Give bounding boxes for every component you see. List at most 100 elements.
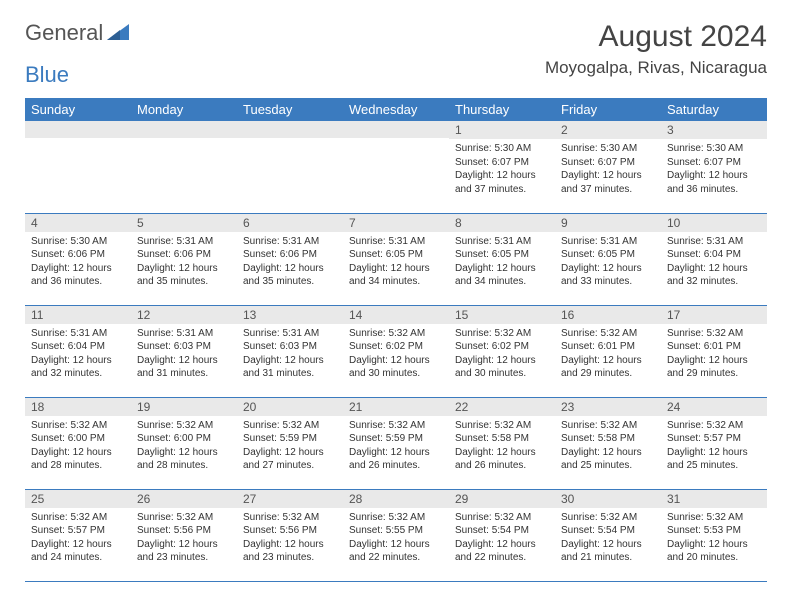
day-number: 3 — [661, 121, 767, 139]
calendar-table: Sunday Monday Tuesday Wednesday Thursday… — [25, 98, 767, 582]
day-detail: Sunrise: 5:31 AMSunset: 6:06 PMDaylight:… — [131, 232, 237, 294]
calendar-cell: 19Sunrise: 5:32 AMSunset: 6:00 PMDayligh… — [131, 397, 237, 489]
day-number: 14 — [343, 306, 449, 324]
calendar-cell — [131, 121, 237, 213]
day-number: 26 — [131, 490, 237, 508]
day-number: 13 — [237, 306, 343, 324]
day-number: 31 — [661, 490, 767, 508]
day-detail: Sunrise: 5:30 AMSunset: 6:07 PMDaylight:… — [661, 139, 767, 201]
calendar-row: 1Sunrise: 5:30 AMSunset: 6:07 PMDaylight… — [25, 121, 767, 213]
day-number: 28 — [343, 490, 449, 508]
calendar-cell: 15Sunrise: 5:32 AMSunset: 6:02 PMDayligh… — [449, 305, 555, 397]
calendar-cell: 3Sunrise: 5:30 AMSunset: 6:07 PMDaylight… — [661, 121, 767, 213]
day-detail: Sunrise: 5:32 AMSunset: 6:01 PMDaylight:… — [661, 324, 767, 386]
calendar-body: 1Sunrise: 5:30 AMSunset: 6:07 PMDaylight… — [25, 121, 767, 581]
calendar-row: 25Sunrise: 5:32 AMSunset: 5:57 PMDayligh… — [25, 489, 767, 581]
calendar-cell: 31Sunrise: 5:32 AMSunset: 5:53 PMDayligh… — [661, 489, 767, 581]
day-detail: Sunrise: 5:32 AMSunset: 5:55 PMDaylight:… — [343, 508, 449, 570]
day-detail: Sunrise: 5:30 AMSunset: 6:07 PMDaylight:… — [449, 139, 555, 201]
day-detail: Sunrise: 5:32 AMSunset: 6:00 PMDaylight:… — [131, 416, 237, 478]
day-detail: Sunrise: 5:31 AMSunset: 6:03 PMDaylight:… — [237, 324, 343, 386]
calendar-cell: 20Sunrise: 5:32 AMSunset: 5:59 PMDayligh… — [237, 397, 343, 489]
calendar-cell: 10Sunrise: 5:31 AMSunset: 6:04 PMDayligh… — [661, 213, 767, 305]
day-number: 23 — [555, 398, 661, 416]
day-detail: Sunrise: 5:32 AMSunset: 6:01 PMDaylight:… — [555, 324, 661, 386]
day-detail: Sunrise: 5:32 AMSunset: 5:56 PMDaylight:… — [237, 508, 343, 570]
calendar-row: 4Sunrise: 5:30 AMSunset: 6:06 PMDaylight… — [25, 213, 767, 305]
month-title: August 2024 — [545, 20, 767, 54]
day-number — [25, 121, 131, 138]
calendar-cell: 9Sunrise: 5:31 AMSunset: 6:05 PMDaylight… — [555, 213, 661, 305]
calendar-cell: 8Sunrise: 5:31 AMSunset: 6:05 PMDaylight… — [449, 213, 555, 305]
day-number: 22 — [449, 398, 555, 416]
logo-text-1: General — [25, 20, 103, 46]
calendar-cell: 7Sunrise: 5:31 AMSunset: 6:05 PMDaylight… — [343, 213, 449, 305]
day-number: 25 — [25, 490, 131, 508]
calendar-row: 18Sunrise: 5:32 AMSunset: 6:00 PMDayligh… — [25, 397, 767, 489]
day-detail: Sunrise: 5:32 AMSunset: 6:02 PMDaylight:… — [449, 324, 555, 386]
day-number: 6 — [237, 214, 343, 232]
calendar-cell: 21Sunrise: 5:32 AMSunset: 5:59 PMDayligh… — [343, 397, 449, 489]
day-detail: Sunrise: 5:31 AMSunset: 6:04 PMDaylight:… — [25, 324, 131, 386]
day-number: 2 — [555, 121, 661, 139]
dayhead-mon: Monday — [131, 98, 237, 121]
day-detail: Sunrise: 5:32 AMSunset: 5:56 PMDaylight:… — [131, 508, 237, 570]
calendar-cell: 12Sunrise: 5:31 AMSunset: 6:03 PMDayligh… — [131, 305, 237, 397]
calendar-cell: 29Sunrise: 5:32 AMSunset: 5:54 PMDayligh… — [449, 489, 555, 581]
calendar-cell: 13Sunrise: 5:31 AMSunset: 6:03 PMDayligh… — [237, 305, 343, 397]
day-number: 4 — [25, 214, 131, 232]
day-number: 12 — [131, 306, 237, 324]
day-number: 15 — [449, 306, 555, 324]
calendar-cell — [25, 121, 131, 213]
calendar-cell: 17Sunrise: 5:32 AMSunset: 6:01 PMDayligh… — [661, 305, 767, 397]
calendar-cell: 5Sunrise: 5:31 AMSunset: 6:06 PMDaylight… — [131, 213, 237, 305]
day-number: 30 — [555, 490, 661, 508]
logo-text-2: Blue — [25, 62, 767, 88]
day-number: 20 — [237, 398, 343, 416]
day-detail: Sunrise: 5:32 AMSunset: 5:57 PMDaylight:… — [25, 508, 131, 570]
day-number: 9 — [555, 214, 661, 232]
day-detail: Sunrise: 5:32 AMSunset: 5:59 PMDaylight:… — [343, 416, 449, 478]
dayhead-wed: Wednesday — [343, 98, 449, 121]
day-detail: Sunrise: 5:31 AMSunset: 6:05 PMDaylight:… — [449, 232, 555, 294]
day-detail: Sunrise: 5:32 AMSunset: 5:58 PMDaylight:… — [449, 416, 555, 478]
day-detail: Sunrise: 5:30 AMSunset: 6:07 PMDaylight:… — [555, 139, 661, 201]
day-number — [131, 121, 237, 138]
day-number: 17 — [661, 306, 767, 324]
day-number: 16 — [555, 306, 661, 324]
day-number: 5 — [131, 214, 237, 232]
day-detail — [131, 138, 237, 146]
calendar-cell: 24Sunrise: 5:32 AMSunset: 5:57 PMDayligh… — [661, 397, 767, 489]
day-number: 27 — [237, 490, 343, 508]
calendar-cell: 2Sunrise: 5:30 AMSunset: 6:07 PMDaylight… — [555, 121, 661, 213]
day-detail: Sunrise: 5:32 AMSunset: 5:54 PMDaylight:… — [449, 508, 555, 570]
calendar-cell: 6Sunrise: 5:31 AMSunset: 6:06 PMDaylight… — [237, 213, 343, 305]
calendar-cell: 26Sunrise: 5:32 AMSunset: 5:56 PMDayligh… — [131, 489, 237, 581]
day-detail: Sunrise: 5:32 AMSunset: 5:57 PMDaylight:… — [661, 416, 767, 478]
dayhead-fri: Friday — [555, 98, 661, 121]
calendar-cell: 23Sunrise: 5:32 AMSunset: 5:58 PMDayligh… — [555, 397, 661, 489]
dayhead-sat: Saturday — [661, 98, 767, 121]
logo-triangle-icon — [107, 20, 129, 46]
calendar-cell: 4Sunrise: 5:30 AMSunset: 6:06 PMDaylight… — [25, 213, 131, 305]
day-number: 21 — [343, 398, 449, 416]
day-number: 11 — [25, 306, 131, 324]
day-detail: Sunrise: 5:31 AMSunset: 6:05 PMDaylight:… — [555, 232, 661, 294]
day-number: 10 — [661, 214, 767, 232]
dayhead-thu: Thursday — [449, 98, 555, 121]
day-detail: Sunrise: 5:31 AMSunset: 6:06 PMDaylight:… — [237, 232, 343, 294]
dayhead-tue: Tuesday — [237, 98, 343, 121]
day-number: 19 — [131, 398, 237, 416]
calendar-cell: 16Sunrise: 5:32 AMSunset: 6:01 PMDayligh… — [555, 305, 661, 397]
day-detail — [237, 138, 343, 146]
day-number: 18 — [25, 398, 131, 416]
day-detail: Sunrise: 5:32 AMSunset: 6:00 PMDaylight:… — [25, 416, 131, 478]
day-number — [237, 121, 343, 138]
day-number: 29 — [449, 490, 555, 508]
day-number: 1 — [449, 121, 555, 139]
day-detail: Sunrise: 5:32 AMSunset: 6:02 PMDaylight:… — [343, 324, 449, 386]
calendar-cell: 1Sunrise: 5:30 AMSunset: 6:07 PMDaylight… — [449, 121, 555, 213]
calendar-head: Sunday Monday Tuesday Wednesday Thursday… — [25, 98, 767, 121]
day-detail: Sunrise: 5:30 AMSunset: 6:06 PMDaylight:… — [25, 232, 131, 294]
calendar-cell — [343, 121, 449, 213]
